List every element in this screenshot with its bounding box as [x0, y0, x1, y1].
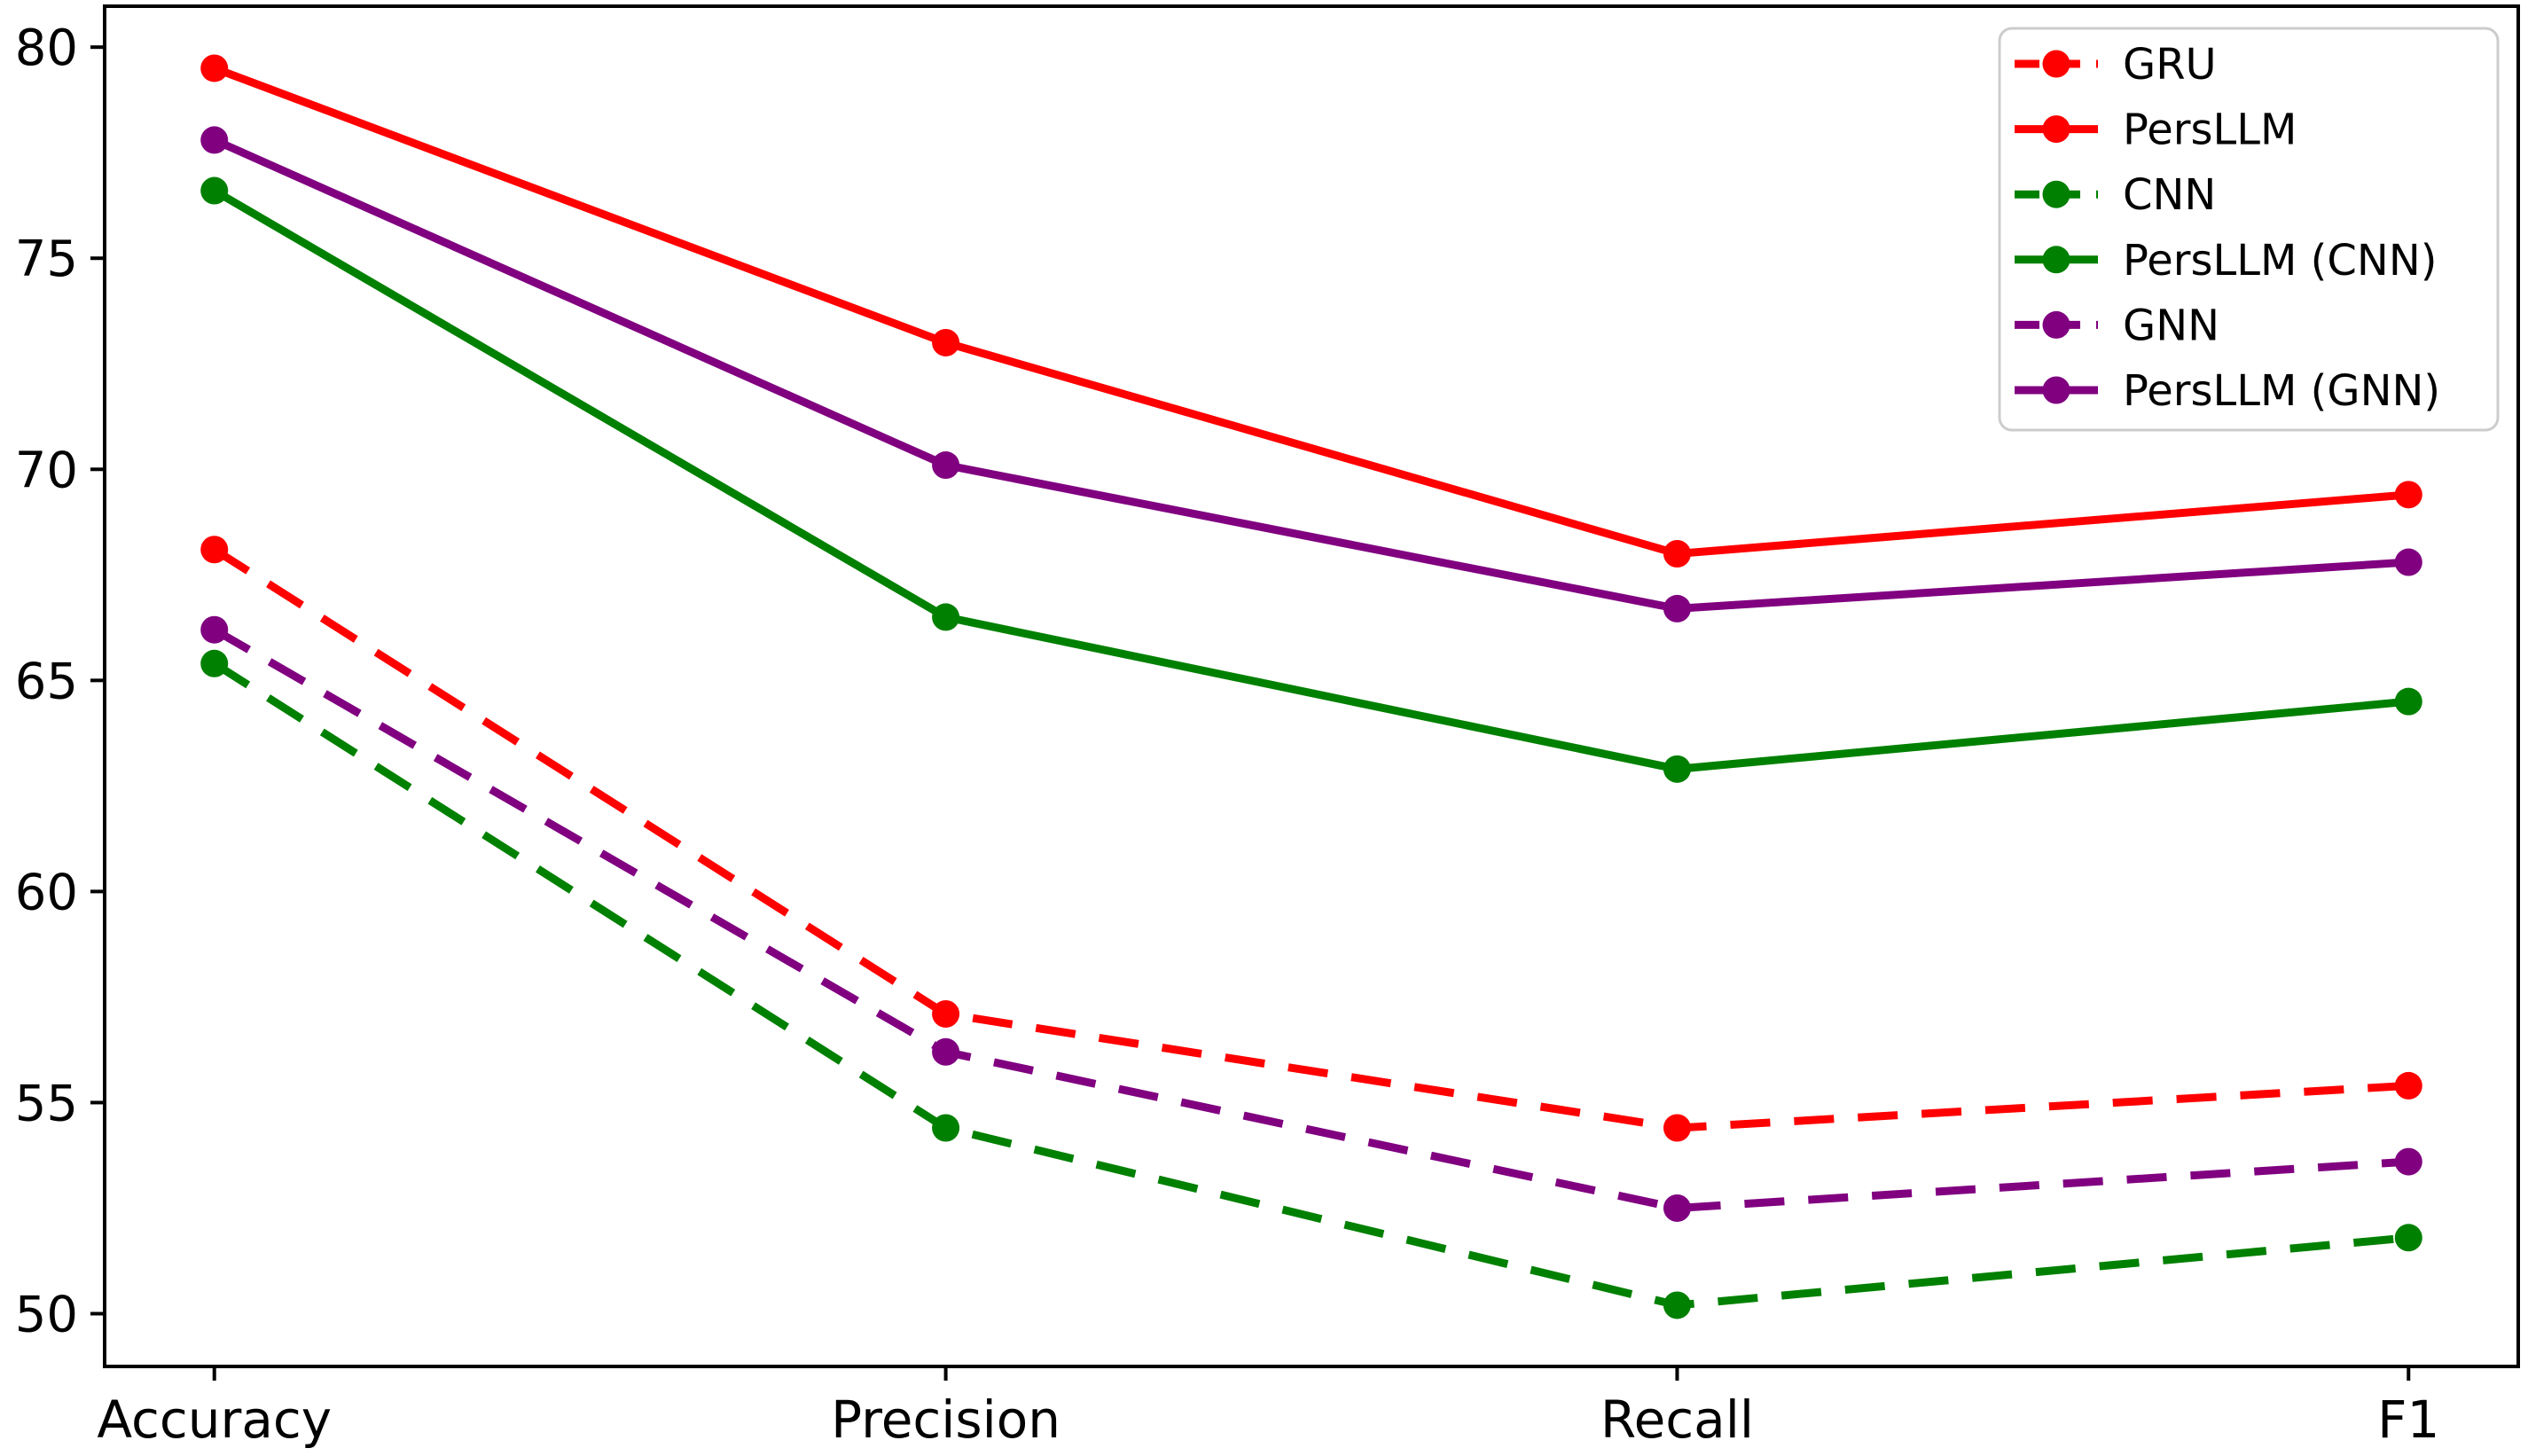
legend-marker-persllm-gnn	[2042, 376, 2070, 404]
y-tick-label-75: 75	[15, 231, 78, 288]
data-point-cnn-accuracy	[200, 649, 229, 677]
data-point-cnn-precision	[932, 1114, 960, 1142]
data-point-gru-f1	[2394, 1071, 2422, 1100]
legend-label-cnn: CNN	[2123, 170, 2216, 220]
series-line-gnn	[212, 626, 2409, 1212]
data-point-gnn-accuracy	[200, 615, 229, 644]
data-point-cnn-recall	[1663, 1291, 1691, 1319]
x-tick-label-f1: F1	[2377, 1389, 2439, 1450]
legend-label-persllm-cnn: PersLLM (CNN)	[2123, 236, 2437, 286]
legend-marker-cnn	[2042, 180, 2070, 208]
x-tick-label-accuracy: Accuracy	[97, 1389, 332, 1450]
data-point-gru-recall	[1663, 1114, 1691, 1142]
legend-marker-gru	[2042, 50, 2070, 78]
data-point-gnn-f1	[2394, 1147, 2422, 1176]
data-point-persllm-accuracy	[200, 54, 229, 82]
series-line-cnn	[212, 660, 2409, 1310]
legend-marker-gnn	[2042, 310, 2070, 339]
y-tick-label-55: 55	[15, 1075, 78, 1132]
data-point-persllm-gnn-accuracy	[200, 126, 229, 154]
legend-label-persllm-gnn: PersLLM (GNN)	[2123, 366, 2440, 416]
data-point-gru-precision	[932, 999, 960, 1028]
y-tick-label-70: 70	[15, 442, 78, 499]
data-point-persllm-cnn-f1	[2394, 687, 2422, 716]
series-line-gru	[212, 545, 2409, 1132]
legend-box	[1998, 27, 2500, 432]
data-point-persllm-recall	[1663, 540, 1691, 568]
data-point-persllm-cnn-recall	[1663, 755, 1691, 783]
data-point-persllm-gnn-f1	[2394, 548, 2422, 576]
legend-marker-persllm	[2042, 115, 2070, 144]
x-tick-label-precision: Precision	[831, 1389, 1061, 1450]
legend-label-persllm: PersLLM	[2123, 106, 2297, 155]
data-point-gnn-recall	[1663, 1194, 1691, 1222]
data-point-persllm-gnn-precision	[932, 451, 960, 480]
data-point-gnn-precision	[932, 1037, 960, 1066]
data-point-persllm-f1	[2394, 481, 2422, 509]
data-point-persllm-cnn-precision	[932, 603, 960, 631]
y-tick-label-65: 65	[15, 653, 78, 710]
y-tick-label-80: 80	[15, 20, 78, 77]
data-point-persllm-gnn-recall	[1663, 594, 1691, 622]
x-tick-label-recall: Recall	[1601, 1389, 1754, 1450]
series-line-persllm	[213, 64, 2409, 559]
data-point-cnn-f1	[2394, 1224, 2422, 1252]
series-line-persllm-cnn	[212, 187, 2409, 773]
data-point-persllm-precision	[932, 328, 960, 356]
legend-label-gnn: GNN	[2123, 301, 2219, 350]
series-line-persllm-gnn	[212, 136, 2409, 613]
legend-marker-persllm-cnn	[2042, 246, 2070, 274]
data-point-persllm-cnn-accuracy	[200, 176, 229, 205]
axes-spines	[103, 4, 2520, 1368]
y-tick-label-60: 60	[15, 864, 78, 921]
y-tick-label-50: 50	[15, 1286, 78, 1343]
data-point-gru-accuracy	[200, 536, 229, 564]
legend-label-gru: GRU	[2123, 40, 2217, 90]
